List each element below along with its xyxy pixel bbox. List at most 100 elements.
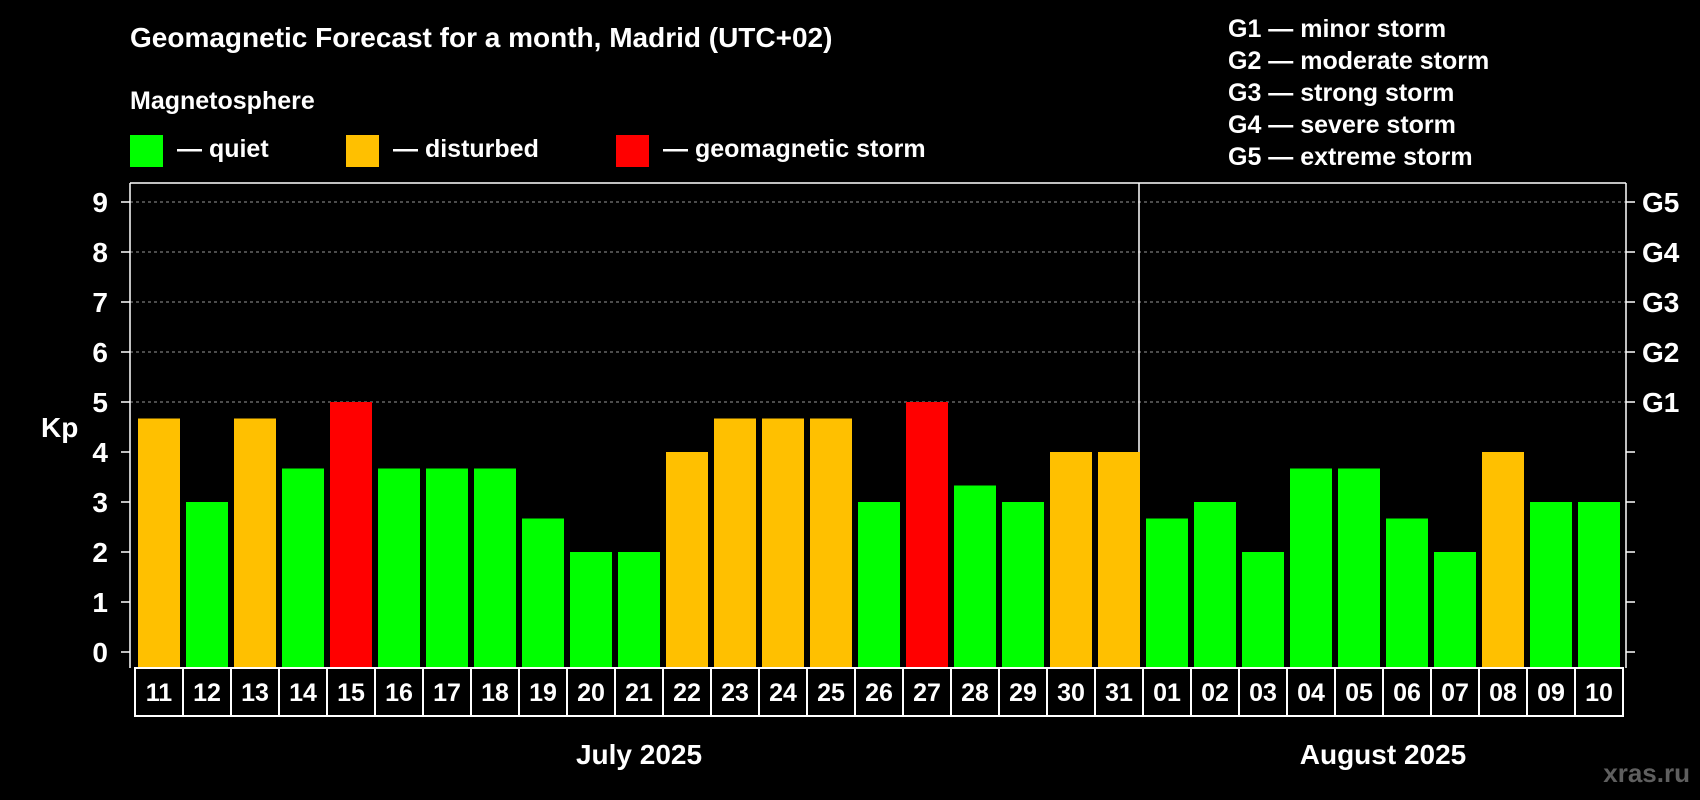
storm-scale-list: G1 — minor storm G2 — moderate storm G3 — … [1228,15,1489,171]
storm-scale-item: G1 — minor storm [1228,15,1446,43]
bar-30 [1050,452,1092,668]
legend-label-2: — geomagnetic storm [663,135,926,163]
x-tick-label: 24 [769,679,797,707]
bar-18 [474,468,516,668]
legend-label-0: — quiet [177,135,269,163]
chart-title: Geomagnetic Forecast for a month, Madrid… [130,22,832,53]
x-tick-label: 18 [481,679,509,707]
month-labels: July 2025 August 2025 [576,739,1466,770]
x-tick-label: 14 [289,679,317,707]
x-tick-label: 10 [1585,679,1613,707]
y-tick-label: 5 [92,387,108,418]
legend: — quiet — disturbed — geomagnetic storm [130,135,926,167]
x-tick-label: 29 [1009,679,1037,707]
x-tick-label: 26 [865,679,893,707]
bar-03 [1242,552,1284,668]
bar-26 [858,502,900,668]
g-scale-label: G4 [1642,237,1680,268]
g-scale-label: G1 [1642,387,1679,418]
bar-19 [522,518,564,668]
bar-06 [1386,518,1428,668]
g-scale-label: G3 [1642,287,1679,318]
bar-15 [330,402,372,668]
plot-frame [129,182,1627,668]
bar-29 [1002,502,1044,668]
legend-label-1: — disturbed [393,135,539,163]
bar-31 [1098,452,1140,668]
bar-27 [906,402,948,668]
bars [138,402,1620,668]
legend-swatch-1 [346,135,379,167]
x-tick-label: 01 [1153,679,1181,707]
x-tick-label: 31 [1105,679,1133,707]
x-label-box [134,667,1624,717]
bar-16 [378,468,420,668]
bar-11 [138,418,180,668]
x-tick-label: 30 [1057,679,1085,707]
bar-13 [234,418,276,668]
y-tick-label: 0 [92,637,108,668]
y-tick-label: 4 [92,437,108,468]
x-tick-label: 05 [1345,679,1373,707]
x-tick-label: 25 [817,679,845,707]
storm-scale-item: G5 — extreme storm [1228,143,1473,171]
bar-01 [1146,518,1188,668]
x-tick-label: 27 [913,679,941,707]
x-tick-label: 21 [625,679,653,707]
x-tick-label: 11 [146,679,173,707]
x-tick-label: 08 [1489,679,1517,707]
storm-scale-item: G2 — moderate storm [1228,47,1489,75]
bar-24 [762,418,804,668]
x-tick-label: 19 [529,679,557,707]
month-label: July 2025 [576,739,702,770]
bar-08 [1482,452,1524,668]
x-tick-label: 12 [193,679,221,707]
watermark: xras.ru [1603,758,1690,788]
x-tick-label: 09 [1537,679,1565,707]
g-scale-label: G2 [1642,337,1679,368]
x-tick-label: 22 [673,679,701,707]
bar-25 [810,418,852,668]
x-tick-label: 13 [241,679,269,707]
legend-title: Magnetosphere [130,87,315,115]
month-label: August 2025 [1300,739,1467,770]
legend-swatch-0 [130,135,163,167]
x-tick-label: 06 [1393,679,1421,707]
x-tick-label: 03 [1249,679,1277,707]
bar-07 [1434,552,1476,668]
bar-17 [426,468,468,668]
x-tick-label: 02 [1201,679,1229,707]
g-scale-label: G5 [1642,187,1679,218]
y-tick-label: 6 [92,337,108,368]
y-tick-label: 3 [92,487,108,518]
bar-28 [954,485,996,668]
bar-20 [570,552,612,668]
bar-23 [714,418,756,668]
x-tick-label: 28 [961,679,989,707]
bar-21 [618,552,660,668]
bar-05 [1338,468,1380,668]
x-axis-day-labels: 11 12 13 14 15 16 17 18 19 20 21 22 23 24 25 26 27 28 29 30… [134,667,1624,717]
y-tick-label: 1 [92,587,108,618]
legend-swatch-2 [616,135,649,167]
y-axis: 0 1 2 3 4 5 6 7 8 9 [92,187,130,668]
x-tick-label: 07 [1441,679,1469,707]
y-tick-label: 2 [92,537,108,568]
storm-scale-item: G4 — severe storm [1228,111,1456,139]
bar-02 [1194,502,1236,668]
bar-22 [666,452,708,668]
x-tick-label: 17 [433,679,461,707]
storm-scale-item: G3 — strong storm [1228,79,1454,107]
y-tick-label: 9 [92,187,108,218]
bar-09 [1530,502,1572,668]
bar-12 [186,502,228,668]
y-tick-label: 8 [92,237,108,268]
x-tick-label: 16 [385,679,413,707]
y-axis-label: Kp [41,412,78,443]
y-tick-label: 7 [92,287,108,318]
x-tick-label: 04 [1297,679,1325,707]
x-tick-label: 20 [577,679,605,707]
bar-10 [1578,502,1620,668]
bar-14 [282,468,324,668]
